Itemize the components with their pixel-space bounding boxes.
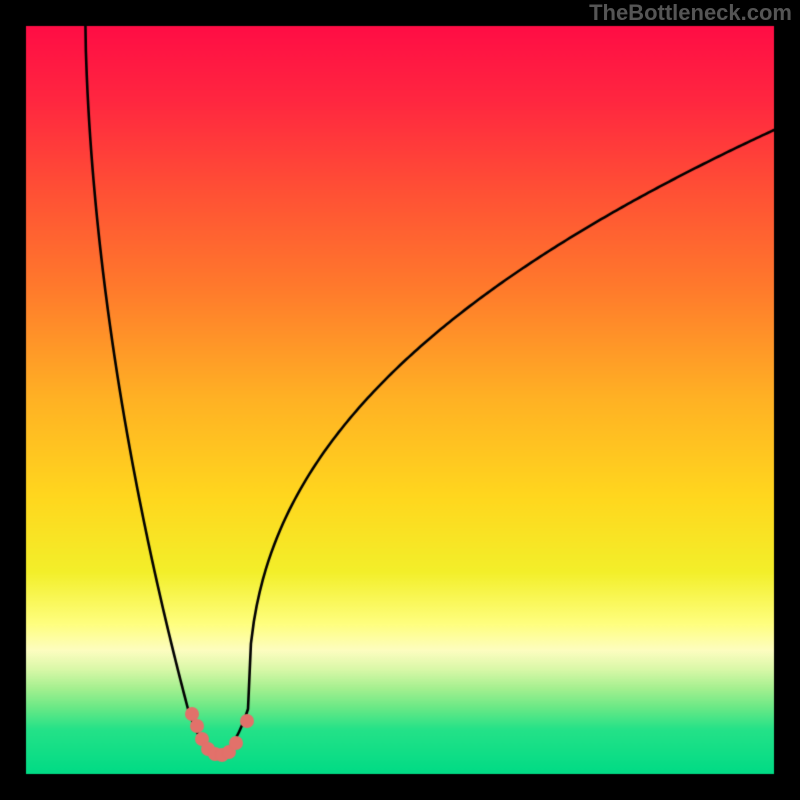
bottleneck-chart-canvas [0, 0, 800, 800]
stage: TheBottleneck.com [0, 0, 800, 800]
